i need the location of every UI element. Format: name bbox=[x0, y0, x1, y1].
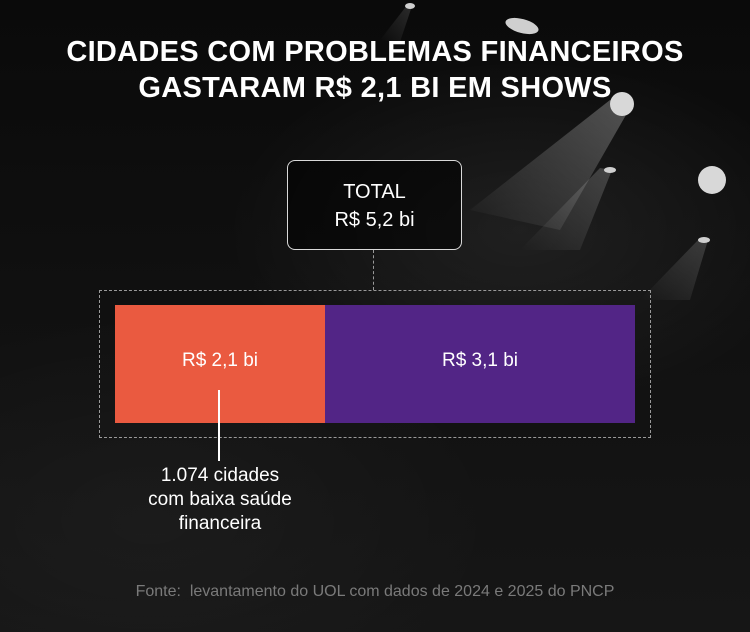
light-beam bbox=[520, 168, 612, 250]
callout-line bbox=[218, 390, 220, 461]
bar-segment-label-1: R$ 2,1 bi bbox=[182, 350, 258, 371]
chart-title-line-1: CIDADES COM PROBLEMAS FINANCEIROS bbox=[66, 36, 684, 68]
callout-line-1: 1.074 cidades bbox=[160, 465, 280, 486]
callout-line-2: com baixa saúde bbox=[148, 489, 292, 510]
bar-frame bbox=[99, 290, 651, 438]
callout-line-3: financeira bbox=[178, 513, 262, 534]
total-label: TOTAL bbox=[343, 181, 406, 203]
spotlight-icon bbox=[610, 92, 634, 116]
total-value: R$ 5,2 bi bbox=[334, 209, 415, 231]
bar-segment-2 bbox=[325, 305, 635, 423]
spotlight-icon bbox=[405, 3, 415, 9]
light-beam bbox=[380, 4, 412, 42]
light-beam bbox=[470, 100, 630, 230]
spotlight-icon bbox=[505, 17, 539, 35]
spotlight-icon bbox=[698, 166, 726, 194]
callout-text: 1.074 cidades com baixa saúde financeira bbox=[100, 464, 340, 536]
total-box: TOTAL R$ 5,2 bi bbox=[287, 160, 462, 250]
total-connector bbox=[373, 250, 374, 290]
bar-segment-1 bbox=[115, 305, 325, 423]
light-beam bbox=[640, 238, 708, 300]
chart-title-line-2: GASTARAM R$ 2,1 BI EM SHOWS bbox=[138, 72, 612, 104]
source-note: Fonte: levantamento do UOL com dados de … bbox=[135, 583, 615, 600]
spotlight-icon bbox=[698, 237, 710, 243]
bar-segment-label-2: R$ 3,1 bi bbox=[442, 350, 518, 371]
chart-title: CIDADES COM PROBLEMAS FINANCEIROS GASTAR… bbox=[0, 34, 750, 106]
spotlight-icon bbox=[604, 167, 616, 173]
